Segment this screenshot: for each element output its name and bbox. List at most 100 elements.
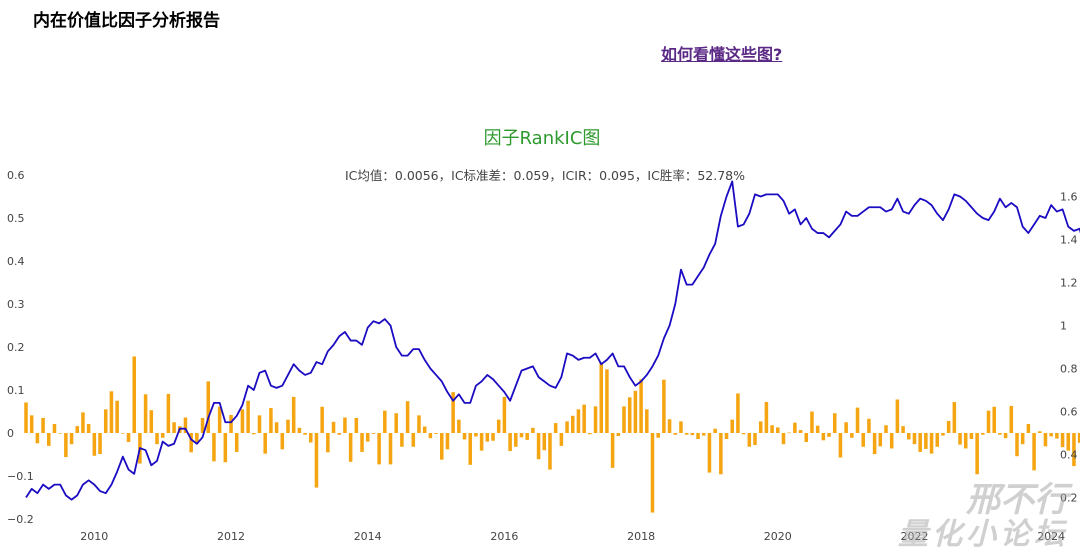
ic-bar — [400, 433, 404, 447]
right-tick-label: 1.6 — [1060, 191, 1078, 204]
ic-bar — [542, 433, 547, 451]
left-tick-label: 0.5 — [7, 212, 25, 225]
ic-bar — [810, 411, 814, 433]
ic-bar — [650, 433, 655, 513]
ic-bar — [234, 433, 239, 452]
ic-bar — [1038, 431, 1042, 433]
ic-bar — [525, 433, 529, 440]
ic-bar — [531, 427, 535, 433]
ic-bar — [570, 415, 575, 433]
ic-bar — [998, 433, 1002, 435]
ic-bar — [593, 406, 598, 433]
ic-bar — [103, 409, 108, 433]
ic-bar — [707, 433, 712, 473]
ic-bar — [58, 433, 62, 434]
chart-subtitle: IC均值：0.0056，IC标准差：0.059，ICIR：0.095，IC胜率：… — [345, 168, 745, 183]
x-axis: 2010 2012 2014 2016 2018 2020 2022 2024 — [80, 530, 1065, 543]
ic-bar — [314, 433, 319, 488]
ic-bar — [286, 419, 290, 433]
ic-bar — [662, 379, 666, 433]
ic-bar — [417, 415, 421, 433]
x-tick-label: 2022 — [901, 530, 929, 543]
ic-bar — [690, 433, 695, 436]
ic-bar — [673, 433, 678, 435]
ic-bar — [462, 433, 467, 440]
ic-bar — [1066, 433, 1071, 451]
ic-bar — [240, 409, 245, 433]
ic-bar — [639, 379, 643, 433]
ic-bar — [1049, 433, 1053, 437]
ic-bar — [502, 396, 507, 433]
ic-bar — [1009, 405, 1014, 433]
ic-bar — [918, 433, 922, 452]
ic-bar — [1072, 433, 1076, 467]
ic-bar — [827, 433, 831, 437]
ic-bar — [565, 421, 569, 433]
ic-bar — [457, 419, 461, 433]
ic-bar — [320, 406, 324, 433]
ic-bar — [422, 426, 427, 433]
ic-bar — [468, 433, 472, 465]
ic-bar — [622, 406, 626, 433]
ic-bar — [166, 393, 171, 433]
ic-bar — [986, 410, 991, 433]
ic-bar — [303, 433, 307, 435]
ic-bar — [696, 433, 700, 440]
left-tick-label: 0.4 — [7, 255, 25, 268]
ic-bar — [941, 433, 945, 436]
ic-bar — [548, 433, 552, 470]
ic-bar — [758, 421, 763, 433]
ic-bar — [348, 433, 353, 462]
ic-bar — [929, 433, 934, 454]
ic-bar — [582, 404, 586, 433]
ic-bar — [667, 419, 672, 433]
ic-bar — [536, 433, 541, 460]
ic-bar — [98, 433, 102, 455]
ic-bar — [41, 417, 45, 433]
ic-bar — [981, 433, 985, 435]
ic-bar — [451, 392, 455, 433]
ic-bar — [252, 433, 256, 435]
ic-bar — [411, 433, 416, 447]
ic-bar — [1020, 433, 1025, 445]
left-tick-label: 0.3 — [7, 298, 25, 311]
ic-bar — [508, 433, 512, 452]
ic-bar — [485, 433, 490, 442]
cumulative-ic-line — [25, 180, 1080, 501]
ic-bar — [741, 433, 746, 435]
ic-bar — [514, 433, 518, 447]
x-tick-label: 2016 — [490, 530, 518, 543]
ic-bar — [576, 409, 581, 433]
ic-bar — [901, 426, 905, 433]
ic-bar — [736, 393, 740, 433]
ic-bar — [109, 391, 114, 433]
ic-bar — [326, 433, 330, 453]
right-tick-label: 0.6 — [1060, 406, 1078, 419]
ic-bar — [701, 433, 706, 436]
right-tick-label: 0.2 — [1060, 492, 1078, 505]
ic-bar — [924, 433, 928, 449]
ic-bar — [963, 433, 968, 449]
ic-bar — [821, 433, 826, 441]
ic-bar — [952, 402, 957, 433]
ic-bar — [155, 433, 159, 445]
ic-bar — [907, 433, 911, 440]
ic-bar — [496, 419, 501, 433]
left-tick-label: −0.1 — [7, 470, 34, 483]
ic-bar — [719, 433, 723, 475]
ic-bar — [992, 406, 996, 433]
ic-bar — [616, 433, 621, 437]
ic-bar — [832, 413, 837, 433]
help-link[interactable]: 如何看懂这些图? — [661, 45, 783, 64]
ic-bar — [217, 406, 222, 433]
right-tick-label: 1 — [1060, 320, 1067, 333]
ic-bar — [331, 421, 336, 433]
ic-bar — [861, 433, 865, 447]
x-tick-label: 2012 — [217, 530, 245, 543]
ic-bar — [1043, 433, 1048, 447]
left-y-axis: −0.2 −0.1 0 0.1 0.2 0.3 0.4 0.5 0.6 — [7, 169, 34, 526]
cumulative-ic-polyline — [25, 180, 1080, 501]
ic-bar — [183, 417, 188, 433]
right-tick-label: 0.4 — [1060, 449, 1078, 462]
